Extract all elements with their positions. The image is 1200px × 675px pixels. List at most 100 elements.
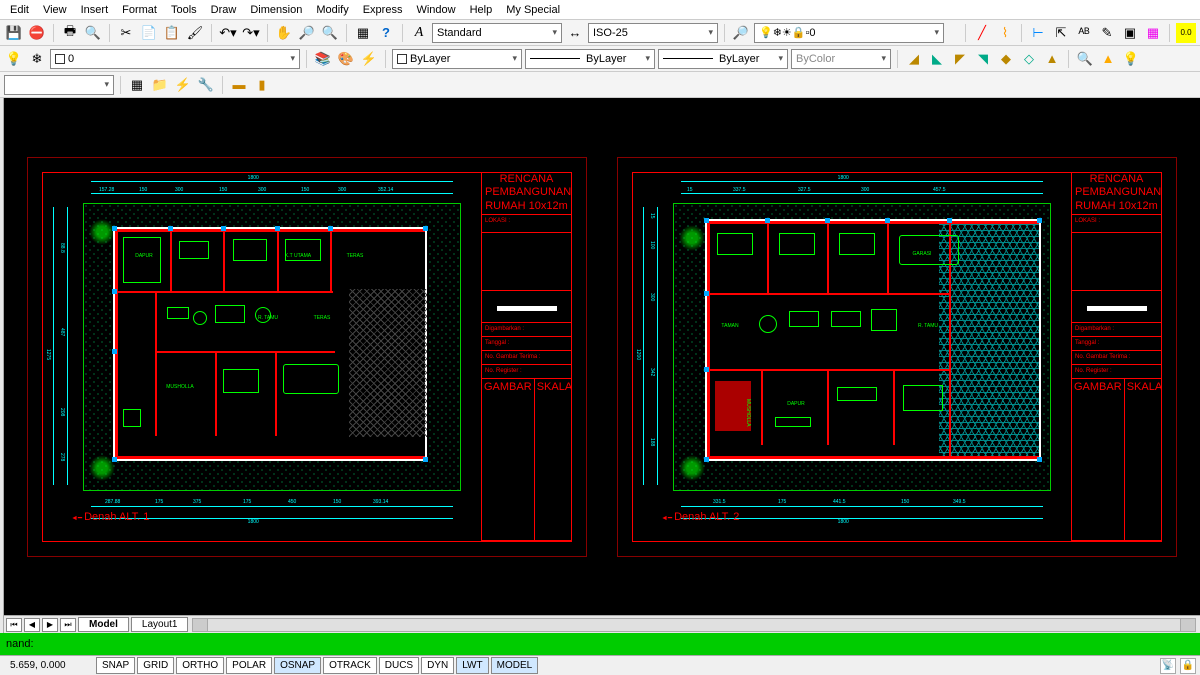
zoom-ext-icon[interactable]: 🔍 — [1075, 49, 1095, 69]
text-style-combo[interactable]: Standard — [432, 23, 562, 43]
close-icon[interactable]: ⛔ — [27, 23, 47, 43]
lbl-mush2: MUSHOLLA — [721, 399, 751, 427]
layer-state-combo[interactable]: 💡❄☀🔒▫ 0 — [754, 23, 944, 43]
menu-window[interactable]: Window — [410, 2, 461, 18]
text-style-icon[interactable]: A — [409, 23, 429, 43]
status-lwt-button[interactable]: LWT — [456, 657, 488, 674]
line-icon[interactable]: ╱ — [972, 23, 992, 43]
layer-prev-icon[interactable]: 💡 — [4, 49, 24, 69]
menu-draw[interactable]: Draw — [205, 2, 243, 18]
pan-icon[interactable]: ✋ — [274, 23, 294, 43]
tool-c-icon[interactable]: ⚡ — [173, 75, 193, 95]
command-line[interactable]: nand: — [0, 633, 1200, 655]
lbl-teras2: TERAS — [307, 315, 337, 321]
drawing-canvas[interactable]: RENCANA PEMBANGUNAN RUMAH 10x12m LOKASI … — [4, 98, 1200, 615]
menu-help[interactable]: Help — [464, 2, 499, 18]
status-polar-button[interactable]: POLAR — [226, 657, 272, 674]
status-model-button[interactable]: MODEL — [491, 657, 539, 674]
style-combo-3[interactable] — [4, 75, 114, 95]
status-ducs-button[interactable]: DUCS — [379, 657, 419, 674]
d2l3: 342 — [649, 368, 655, 376]
current-layer-combo[interactable]: 0 — [50, 49, 300, 69]
tree-icon — [679, 225, 705, 251]
copy-icon[interactable]: 📄 — [139, 23, 159, 43]
layer-manager-icon[interactable]: 📚 — [313, 49, 333, 69]
menu-insert[interactable]: Insert — [75, 2, 115, 18]
layer-state2-icon[interactable]: ❄ — [27, 49, 47, 69]
block-icon[interactable]: ▣ — [1120, 23, 1140, 43]
layer-iso-icon[interactable]: ⚡ — [359, 49, 379, 69]
hscrollbar[interactable] — [192, 618, 1196, 632]
status-dyn-button[interactable]: DYN — [421, 657, 454, 674]
tool-a-icon[interactable]: ▦ — [127, 75, 147, 95]
dim-linear-icon[interactable]: ⊢ — [1028, 23, 1048, 43]
scale-bar-2 — [1087, 306, 1147, 311]
status-lock-icon[interactable]: 🔒 — [1180, 658, 1196, 674]
menu-view[interactable]: View — [37, 2, 73, 18]
tab-first-icon[interactable]: ⏮ — [6, 618, 22, 632]
undo-icon[interactable]: ↶▾ — [218, 23, 238, 43]
menu-dimension[interactable]: Dimension — [244, 2, 308, 18]
dim-style-combo[interactable]: ISO-25 — [588, 23, 718, 43]
iso-1-icon[interactable]: ◢ — [904, 49, 924, 69]
dim-edit-icon[interactable]: ✎ — [1097, 23, 1117, 43]
dim-top-total — [91, 181, 453, 182]
tab-next-icon[interactable]: ▶ — [42, 618, 58, 632]
linetype-combo[interactable]: ByLayer — [525, 49, 655, 69]
color-combo[interactable]: ByLayer — [392, 49, 522, 69]
print-icon[interactable]: 🖶 — [60, 23, 80, 43]
tb2-title-1: RENCANA — [1075, 173, 1158, 186]
match-icon[interactable]: 🖌 — [185, 23, 205, 43]
iso-5-icon[interactable]: ◆ — [996, 49, 1016, 69]
tab-model[interactable]: Model — [78, 617, 129, 632]
plotstyle-combo[interactable]: ByColor — [791, 49, 891, 69]
dim-style-icon[interactable]: ↔ — [565, 23, 585, 43]
menu-edit[interactable]: Edit — [4, 2, 35, 18]
status-snap-button[interactable]: SNAP — [96, 657, 135, 674]
preview-icon[interactable]: 🔍 — [83, 23, 103, 43]
menu-my-special[interactable]: My Special — [500, 2, 566, 18]
zoom-window-icon[interactable]: 🔍 — [320, 23, 340, 43]
dim-aligned-icon[interactable]: ⇱ — [1051, 23, 1071, 43]
iso-2-icon[interactable]: ◣ — [927, 49, 947, 69]
cut-icon[interactable]: ✂ — [116, 23, 136, 43]
tab-prev-icon[interactable]: ◀ — [24, 618, 40, 632]
properties-icon[interactable]: ▦ — [353, 23, 373, 43]
iso-7-icon[interactable]: ▲ — [1042, 49, 1062, 69]
dtl0: 157.28 — [99, 187, 114, 193]
lbl-taman: TAMAN — [715, 323, 745, 329]
status-ortho-button[interactable]: ORTHO — [176, 657, 224, 674]
status-osnap-button[interactable]: OSNAP — [274, 657, 321, 674]
light-icon[interactable]: 💡 — [1121, 49, 1141, 69]
menu-tools[interactable]: Tools — [165, 2, 203, 18]
iso-6-icon[interactable]: ◇ — [1019, 49, 1039, 69]
hatch-icon[interactable]: ▦ — [1143, 23, 1163, 43]
redo-icon[interactable]: ↷▾ — [241, 23, 261, 43]
tab-layout1[interactable]: Layout1 — [131, 617, 189, 632]
menu-modify[interactable]: Modify — [310, 2, 354, 18]
measure-icon[interactable]: 0.0 — [1176, 23, 1196, 43]
tab-last-icon[interactable]: ⏭ — [60, 618, 76, 632]
paste-icon[interactable]: 📋 — [162, 23, 182, 43]
status-otrack-button[interactable]: OTRACK — [323, 657, 377, 674]
lineweight-combo[interactable]: ByLayer — [658, 49, 788, 69]
dim-text-icon[interactable]: ᴬᴮ — [1074, 23, 1094, 43]
status-grid-button[interactable]: GRID — [137, 657, 174, 674]
help-icon[interactable]: ? — [376, 23, 396, 43]
pline-icon[interactable]: ⌇ — [995, 23, 1015, 43]
menu-format[interactable]: Format — [116, 2, 163, 18]
render-icon[interactable]: ▲ — [1098, 49, 1118, 69]
layer-filter-icon[interactable]: 🔎 — [731, 23, 751, 43]
ruler-v-icon[interactable]: ▮ — [252, 75, 272, 95]
status-comm-icon[interactable]: 📡 — [1160, 658, 1176, 674]
iso-3-icon[interactable]: ◤ — [950, 49, 970, 69]
menu-express[interactable]: Express — [357, 2, 409, 18]
zoom-icon[interactable]: 🔎 — [297, 23, 317, 43]
tool-d-icon[interactable]: 🔧 — [196, 75, 216, 95]
tool-b-icon[interactable]: 📁 — [150, 75, 170, 95]
save-icon[interactable]: 💾 — [4, 23, 24, 43]
iso-4-icon[interactable]: ◥ — [973, 49, 993, 69]
ruler-h-icon[interactable]: ▬ — [229, 75, 249, 95]
linetype-value: ByLayer — [586, 53, 626, 65]
layer-off-icon[interactable]: 🎨 — [336, 49, 356, 69]
